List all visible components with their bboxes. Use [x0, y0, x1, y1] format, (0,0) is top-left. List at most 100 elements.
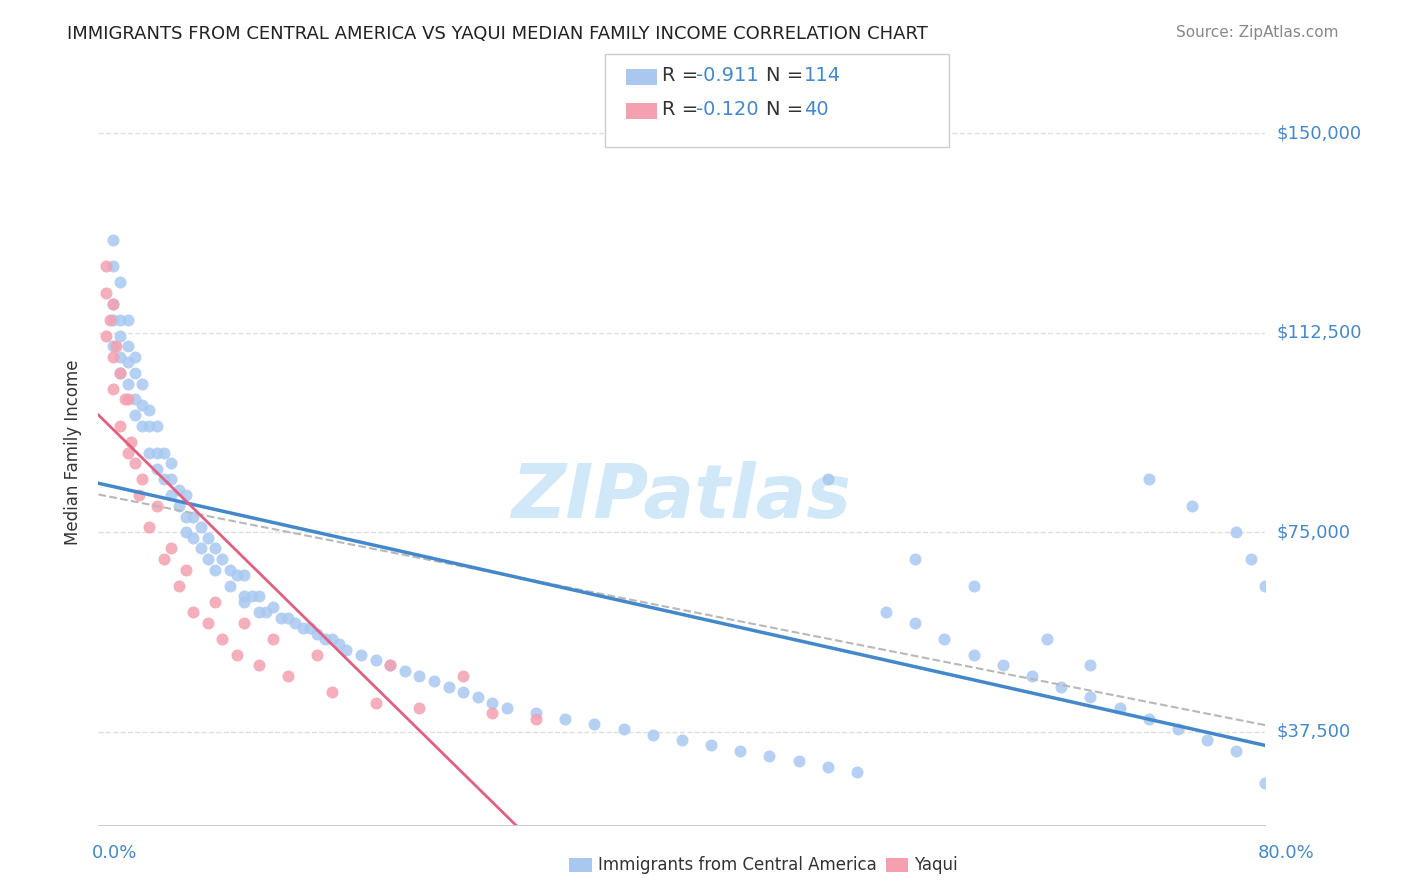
Point — [120, 435, 142, 450]
Point — [451, 669, 474, 683]
Point — [226, 568, 249, 582]
Point — [321, 632, 343, 646]
Point — [233, 615, 256, 630]
Point — [934, 632, 956, 646]
Point — [467, 690, 489, 705]
Point — [321, 685, 343, 699]
Point — [181, 509, 204, 524]
Point — [962, 579, 984, 593]
Text: Source: ZipAtlas.com: Source: ZipAtlas.com — [1175, 25, 1339, 40]
Text: 114: 114 — [804, 66, 841, 86]
Point — [496, 701, 519, 715]
Point — [641, 728, 664, 742]
Point — [991, 658, 1014, 673]
Point — [117, 392, 139, 407]
Point — [101, 296, 124, 310]
Point — [394, 664, 416, 678]
Point — [481, 706, 503, 721]
Point — [1195, 733, 1218, 747]
Point — [94, 328, 117, 343]
Point — [131, 398, 153, 412]
Point — [160, 456, 183, 470]
Point — [101, 233, 124, 247]
Point — [104, 339, 127, 353]
Text: IMMIGRANTS FROM CENTRAL AMERICA VS YAQUI MEDIAN FAMILY INCOME CORRELATION CHART: IMMIGRANTS FROM CENTRAL AMERICA VS YAQUI… — [67, 25, 928, 43]
Point — [247, 590, 270, 604]
Point — [138, 446, 160, 460]
Point — [233, 590, 256, 604]
Point — [131, 376, 153, 391]
Text: $75,000: $75,000 — [1277, 524, 1351, 541]
Point — [153, 472, 176, 486]
Point — [181, 605, 204, 619]
Point — [124, 392, 146, 407]
Text: -0.120: -0.120 — [696, 100, 759, 120]
Point — [284, 615, 307, 630]
Point — [700, 739, 723, 753]
Point — [240, 590, 263, 604]
Point — [1181, 499, 1204, 513]
Point — [110, 419, 132, 434]
Point — [817, 472, 839, 486]
Point — [101, 260, 124, 274]
Point — [124, 456, 146, 470]
Point — [423, 674, 446, 689]
Point — [110, 366, 132, 380]
Point — [1225, 525, 1247, 540]
Point — [204, 563, 226, 577]
Point — [138, 403, 160, 417]
Point — [233, 594, 256, 608]
Text: -0.911: -0.911 — [696, 66, 759, 86]
Text: Immigrants from Central America: Immigrants from Central America — [598, 856, 876, 874]
Point — [101, 312, 124, 326]
Point — [101, 350, 124, 364]
Point — [408, 669, 430, 683]
Point — [117, 355, 139, 369]
Text: R =: R = — [662, 100, 704, 120]
Point — [181, 531, 204, 545]
Text: $37,500: $37,500 — [1277, 723, 1351, 741]
Point — [160, 541, 183, 556]
Point — [110, 312, 132, 326]
Text: $150,000: $150,000 — [1277, 125, 1361, 143]
Point — [262, 599, 284, 614]
Point — [277, 610, 299, 624]
Point — [962, 648, 984, 662]
Point — [110, 366, 132, 380]
Point — [117, 339, 139, 353]
Point — [167, 579, 190, 593]
Point — [481, 696, 503, 710]
Point — [138, 419, 160, 434]
Point — [1035, 632, 1057, 646]
Point — [138, 520, 160, 534]
Point — [437, 680, 460, 694]
Text: N =: N = — [766, 66, 810, 86]
Point — [117, 312, 139, 326]
Point — [146, 419, 169, 434]
Point — [128, 488, 150, 502]
Point — [174, 488, 197, 502]
Point — [110, 276, 132, 290]
Text: N =: N = — [766, 100, 810, 120]
Point — [1108, 701, 1130, 715]
Point — [380, 658, 402, 673]
Point — [190, 541, 212, 556]
Point — [247, 605, 270, 619]
Point — [247, 658, 270, 673]
Point — [583, 717, 606, 731]
Text: ZIPatlas: ZIPatlas — [512, 461, 852, 534]
Text: $112,500: $112,500 — [1277, 324, 1362, 342]
Point — [1021, 669, 1043, 683]
Point — [98, 312, 121, 326]
Point — [364, 696, 387, 710]
Point — [730, 744, 752, 758]
Point — [110, 350, 132, 364]
Point — [1137, 712, 1160, 726]
Point — [160, 472, 183, 486]
Point — [146, 499, 169, 513]
Text: R =: R = — [662, 66, 704, 86]
Point — [875, 605, 897, 619]
Point — [101, 382, 124, 396]
Point — [153, 552, 176, 566]
Point — [197, 552, 219, 566]
